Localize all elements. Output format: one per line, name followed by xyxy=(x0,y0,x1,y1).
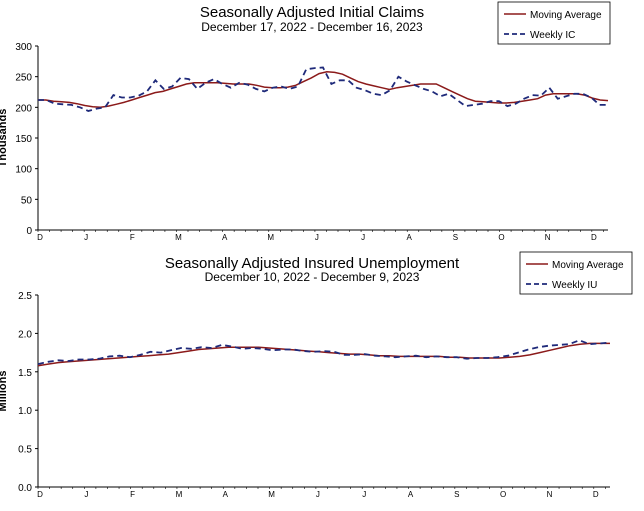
y-tick-label: 300 xyxy=(15,42,32,53)
y-tick-label: 0.5 xyxy=(18,445,32,456)
x-tick-label: J xyxy=(84,490,88,499)
y-tick-label: 250 xyxy=(15,73,32,84)
x-tick-label: A xyxy=(223,490,229,499)
x-tick-label: S xyxy=(453,233,458,242)
x-tick-label: M xyxy=(176,490,183,499)
chart-subtitle: December 17, 2022 - December 16, 2023 xyxy=(201,20,423,34)
x-tick-label: N xyxy=(547,490,553,499)
y-tick-label: 1.0 xyxy=(18,406,32,417)
series-line-weekly-iu xyxy=(37,339,611,365)
y-tick-label: 200 xyxy=(15,103,32,114)
x-tick-label: M xyxy=(268,490,275,499)
x-tick-label: D xyxy=(37,233,43,242)
y-tick-label: 0 xyxy=(26,226,32,237)
legend-label: Weekly IC xyxy=(530,30,575,41)
y-tick-label: 0.0 xyxy=(18,483,32,494)
x-tick-label: F xyxy=(130,233,135,242)
legend-box xyxy=(497,1,611,45)
legend-label: Moving Average xyxy=(530,10,602,21)
y-tick-label: 150 xyxy=(15,134,32,145)
y-tick-label: 2.5 xyxy=(18,291,32,302)
x-tick-label: J xyxy=(316,490,320,499)
x-tick-label: D xyxy=(593,490,599,499)
x-tick-label: O xyxy=(498,233,504,242)
series-line-moving-average xyxy=(38,71,609,109)
x-tick-label: N xyxy=(545,233,551,242)
series-line-moving-average xyxy=(37,342,610,367)
x-tick-label: D xyxy=(37,490,43,499)
chart-title: Seasonally Adjusted Insured Unemployment xyxy=(165,255,460,272)
x-tick-label: A xyxy=(408,490,414,499)
y-tick-label: 50 xyxy=(21,195,33,206)
x-tick-label: A xyxy=(222,233,228,242)
y-axis-label: Millions xyxy=(0,371,9,412)
x-tick-label: M xyxy=(267,233,274,242)
chart-title: Seasonally Adjusted Initial Claims xyxy=(200,4,424,21)
x-tick-label: S xyxy=(454,490,459,499)
x-tick-label: D xyxy=(591,233,597,242)
x-tick-label: A xyxy=(407,233,413,242)
y-tick-label: 2.0 xyxy=(18,329,32,340)
legend-box xyxy=(519,251,633,295)
legend-label: Weekly IU xyxy=(552,280,597,291)
y-tick-label: 1.5 xyxy=(18,368,32,379)
x-tick-label: J xyxy=(84,233,88,242)
x-tick-label: O xyxy=(500,490,506,499)
x-tick-label: J xyxy=(361,233,365,242)
legend-label: Moving Average xyxy=(552,260,624,271)
series-line-weekly-ic xyxy=(38,66,608,112)
y-axis-label: Thousands xyxy=(0,109,9,168)
x-tick-label: J xyxy=(362,490,366,499)
y-tick-label: 100 xyxy=(15,165,32,176)
x-tick-label: M xyxy=(175,233,182,242)
x-tick-label: F xyxy=(130,490,135,499)
x-tick-label: J xyxy=(315,233,319,242)
chart-subtitle: December 10, 2022 - December 9, 2023 xyxy=(205,270,420,284)
